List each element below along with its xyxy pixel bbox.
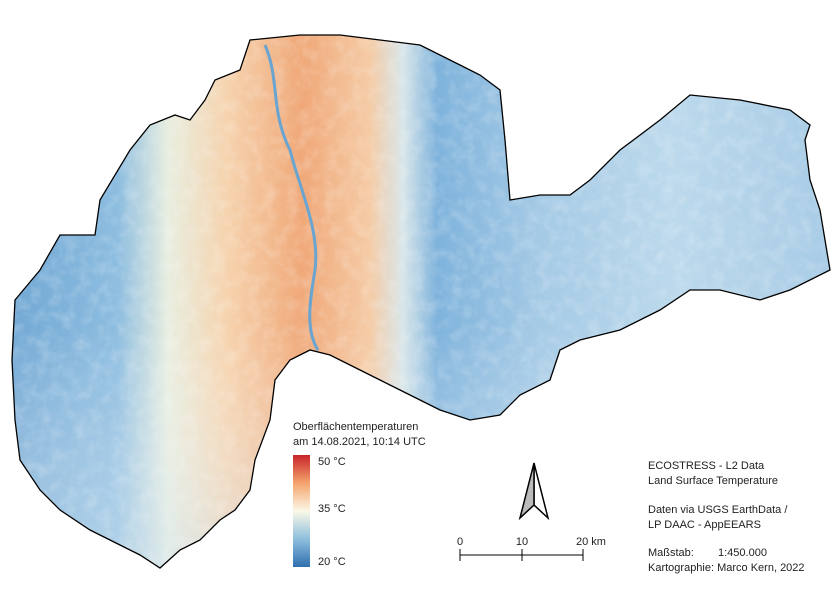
info-text: ECOSTRESS - L2 Data bbox=[648, 460, 765, 472]
legend-title: Oberflächentemperaturen bbox=[293, 421, 418, 433]
legend-subtitle: am 14.08.2021, 10:14 UTC bbox=[293, 436, 426, 448]
north-arrow bbox=[518, 462, 550, 521]
info-text: 1:450.000 bbox=[718, 547, 767, 559]
scale-label: 20 km bbox=[576, 536, 606, 548]
info-text: Land Surface Temperature bbox=[648, 475, 778, 487]
info-text: LP DAAC - AppEEARS bbox=[648, 519, 761, 531]
legend-label: 35 °C bbox=[318, 503, 346, 515]
info-text: Maßstab: bbox=[648, 547, 694, 559]
scale-label: 0 bbox=[457, 536, 463, 548]
legend-label: 20 °C bbox=[318, 556, 346, 568]
scale-label: 10 bbox=[516, 536, 528, 548]
info-text: Daten via USGS EarthData / bbox=[648, 504, 788, 516]
info-text: Kartographie: Marco Kern, 2022 bbox=[648, 562, 805, 574]
legend-label: 50 °C bbox=[318, 456, 346, 468]
river bbox=[263, 44, 320, 351]
scale-bar bbox=[459, 549, 584, 561]
color-bar bbox=[293, 455, 310, 567]
